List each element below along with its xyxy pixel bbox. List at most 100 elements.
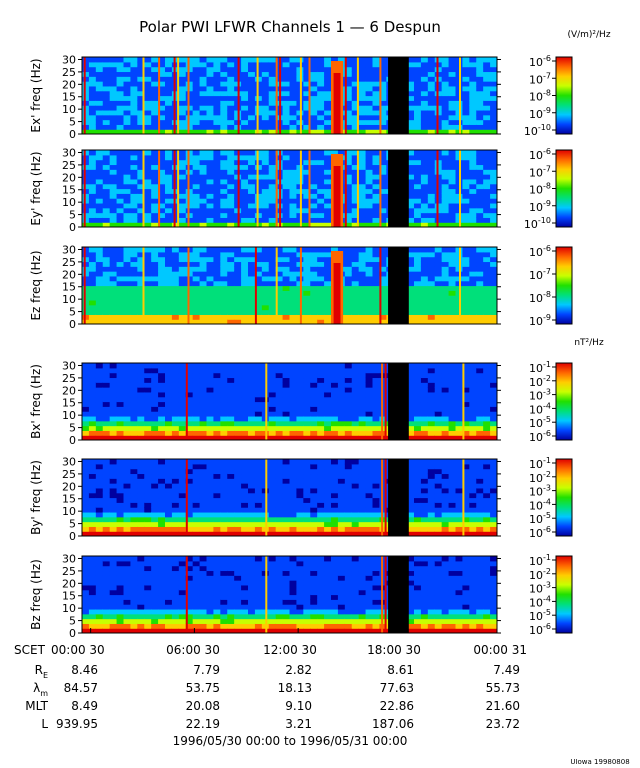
colorbar-exponent: -6	[543, 54, 551, 63]
ephemeris-value: 9.10	[285, 699, 312, 713]
data-gap	[388, 363, 409, 440]
y-tick-label: 0	[69, 318, 76, 331]
spike-line	[384, 459, 387, 536]
spike-line	[384, 556, 387, 633]
ephemeris-row-subscript: E	[43, 671, 48, 680]
emission-core	[333, 73, 341, 134]
y-tick-label: 5	[69, 209, 76, 222]
ephemeris-value: 2.82	[285, 663, 312, 677]
y-axis-label: Ey' freq (Hz)	[29, 151, 43, 225]
spike-line	[265, 556, 268, 633]
y-tick-label: 10	[62, 196, 76, 209]
colorbar-exponent: -8	[543, 182, 551, 191]
colorbar-exponent: -5	[543, 415, 551, 424]
spike-line	[279, 57, 282, 134]
electric-colorbar-unit: (V/m)²/Hz	[567, 30, 610, 40]
spike-line	[299, 247, 302, 324]
colorbar-exponent: -10	[538, 123, 551, 132]
y-tick-label: 10	[62, 293, 76, 306]
spike-line	[379, 247, 382, 324]
spike-line	[265, 459, 268, 536]
y-axis-label: Bx' freq (Hz)	[29, 364, 43, 439]
y-tick-label: 30	[62, 359, 76, 372]
colorbar-tick-label: 10-7	[529, 164, 551, 179]
colorbar-gradient	[555, 246, 573, 325]
chart-title: Polar PWI LFWR Channels 1 — 6 Despun	[139, 18, 441, 36]
colorbar-tick-label: 10-8	[529, 290, 551, 305]
credit-label: UIowa 19980808	[570, 758, 629, 766]
colorbar-tick-label: 10-8	[529, 89, 551, 104]
spike-line	[459, 247, 461, 324]
spike-line	[379, 150, 382, 227]
spike-line	[384, 363, 387, 440]
colorbar-exponent: -6	[543, 622, 551, 631]
data-gap	[388, 150, 409, 227]
panel-frame	[81, 246, 498, 325]
y-tick-label: 0	[69, 434, 76, 447]
spike-line	[381, 459, 384, 536]
colorbar-exponent: -7	[543, 71, 551, 80]
y-tick-label: 0	[69, 627, 76, 640]
spike-line	[379, 57, 382, 134]
colorbar-gradient	[555, 56, 573, 135]
colorbar-tick-label: 10-3	[529, 581, 551, 596]
colorbar-exponent: -4	[543, 401, 551, 410]
spike-line	[436, 150, 439, 227]
spike-line	[299, 57, 302, 134]
spike-line	[308, 150, 311, 227]
colorbar-exponent: -4	[543, 594, 551, 603]
colorbar-exponent: -2	[543, 470, 551, 479]
spike-line	[185, 363, 188, 440]
colorbar-exponent: -10	[538, 216, 551, 225]
colorbar-exponent: -9	[543, 199, 551, 208]
panel-frame	[81, 555, 498, 634]
y-tick-label: 15	[62, 590, 76, 603]
colorbar-gradient	[555, 555, 573, 634]
colorbar-tick-label: 10-2	[529, 470, 551, 485]
colorbar-tick-label: 10-9	[529, 313, 551, 328]
colorbar-tick-label: 10-4	[529, 401, 551, 416]
spike-line	[187, 247, 190, 324]
ephemeris-value: 53.75	[186, 681, 220, 695]
y-tick-label: 0	[69, 221, 76, 234]
colorbar-exponent: -3	[543, 581, 551, 590]
ephemeris-row-label: λm	[33, 681, 48, 698]
ephemeris-table: SCET 00:00 30 06:00 30 12:00 30 18:00 30 00:0…	[14, 643, 527, 731]
x-axis	[90, 628, 498, 633]
spike-line	[142, 247, 145, 324]
colorbar-exponent: -3	[543, 484, 551, 493]
spike-line	[177, 150, 180, 227]
y-tick-label: 15	[62, 91, 76, 104]
ephemeris-value: 20.08	[186, 699, 220, 713]
y-tick-label: 30	[62, 455, 76, 468]
spike-line	[356, 57, 359, 134]
spike-line	[356, 150, 359, 227]
colorbar: 10-110-210-310-410-510-6	[529, 456, 573, 540]
spike-line	[275, 247, 278, 324]
y-tick-label: 30	[62, 552, 76, 565]
spectrogram-image	[82, 150, 497, 227]
spike-line	[265, 363, 268, 440]
colorbar-tick-label: 10-6	[529, 244, 551, 259]
scet-value: 12:00 30	[263, 643, 317, 657]
spike-line	[83, 57, 86, 134]
y-tick-label: 25	[62, 372, 76, 385]
spike-line	[459, 57, 461, 134]
y-tick-label: 30	[62, 53, 76, 66]
colorbar-tick-label: 10-5	[529, 511, 551, 526]
colorbar-exponent: -3	[543, 388, 551, 397]
colorbar-tick-label: 10-2	[529, 374, 551, 389]
ephemeris-row-label: MLT	[25, 699, 48, 713]
colorbar-tick-label: 10-1	[529, 553, 551, 568]
spike-line	[256, 150, 259, 227]
spike-line	[187, 150, 190, 227]
scet-label: SCET	[14, 643, 46, 657]
y-axis-label: Bz freq (Hz)	[29, 559, 43, 630]
colorbar-exponent: -9	[543, 313, 551, 322]
colorbar-gradient	[555, 149, 573, 228]
y-tick-label: 20	[62, 78, 76, 91]
scet-value: 18:00 30	[367, 643, 421, 657]
ephemeris-row-label: L	[41, 717, 48, 731]
spike-line	[381, 363, 384, 440]
colorbar: 10-6 10-7 10-8 10-9 10-10	[524, 54, 573, 138]
